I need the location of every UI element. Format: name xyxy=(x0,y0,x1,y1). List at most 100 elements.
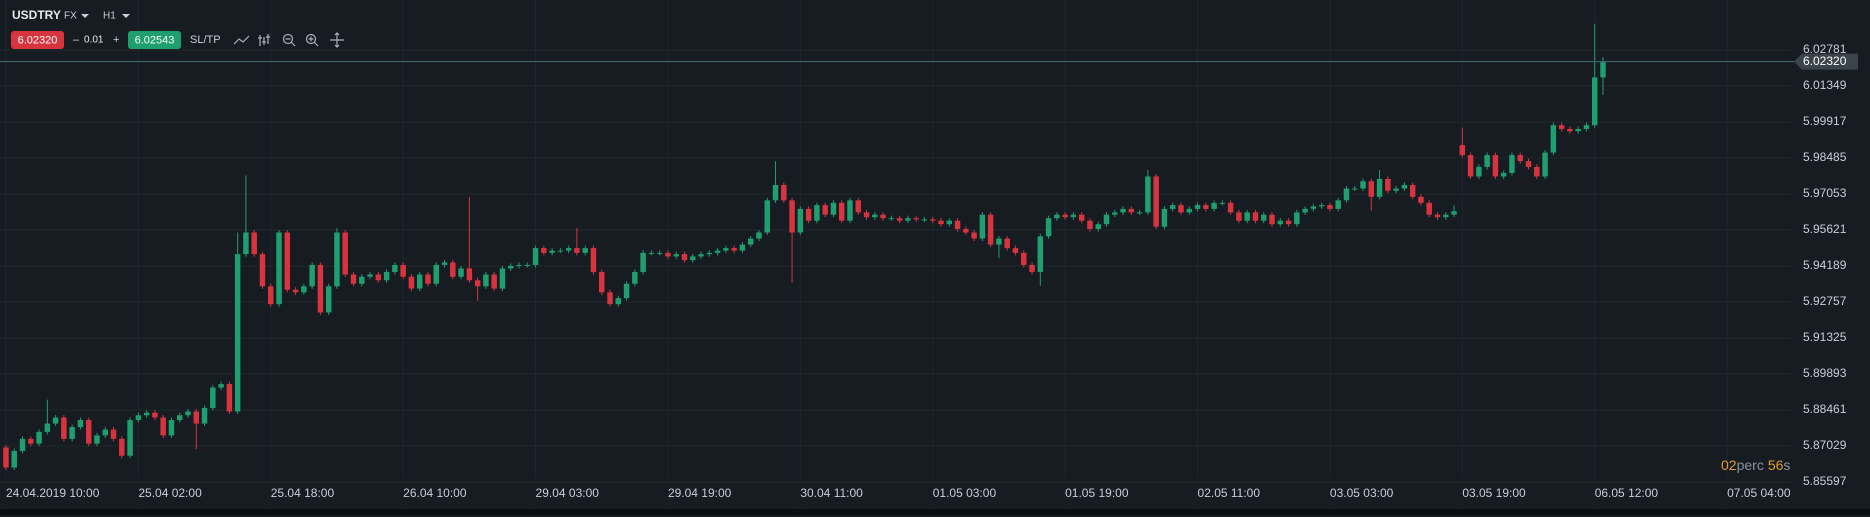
candle-body xyxy=(1385,178,1391,191)
candle-body xyxy=(234,254,241,412)
candle-icon[interactable] xyxy=(258,34,270,46)
candle-body xyxy=(334,232,340,287)
candle-body xyxy=(772,185,779,201)
candle-body xyxy=(1550,125,1557,153)
candle-body xyxy=(441,262,448,265)
candle-body xyxy=(226,384,233,412)
candle-body xyxy=(632,271,638,284)
ask-price[interactable]: 6.02543 xyxy=(135,34,175,46)
y-tick-label: 5.87029 xyxy=(1803,438,1847,452)
candle-body xyxy=(1087,220,1093,229)
crosshair-icon[interactable] xyxy=(330,32,344,48)
candle-body xyxy=(359,276,365,284)
zoom-out-icon[interactable] xyxy=(282,33,294,45)
timeframe[interactable]: H1 xyxy=(103,11,116,22)
lot-minus[interactable]: – xyxy=(73,34,80,46)
buy-button[interactable] xyxy=(128,31,181,49)
dropdown-arrow[interactable] xyxy=(122,14,130,18)
current-price-label: 6.02320 xyxy=(1803,54,1847,68)
candle-body xyxy=(1376,178,1383,197)
candle-body xyxy=(930,219,936,221)
candle-body xyxy=(574,248,580,253)
candle-body xyxy=(1186,208,1192,213)
x-tick-label: 24.04.2019 10:00 xyxy=(6,486,100,500)
candle-body xyxy=(1591,77,1598,126)
candle-body xyxy=(847,200,853,221)
candle-body xyxy=(822,205,828,215)
candle-body xyxy=(921,219,928,221)
candle-body xyxy=(1484,155,1490,167)
candle-body xyxy=(1343,188,1350,201)
x-tick-label: 25.04 02:00 xyxy=(138,486,202,500)
candle-body xyxy=(549,250,555,253)
candle-body xyxy=(1434,214,1441,218)
candle-body xyxy=(251,232,257,255)
market[interactable]: FX xyxy=(64,11,77,22)
x-tick-label: 01.05 03:00 xyxy=(933,486,997,500)
candle-body xyxy=(756,232,762,239)
candle-body xyxy=(590,248,597,272)
sl-tp[interactable]: SL/TP xyxy=(190,34,221,46)
candle-body xyxy=(623,283,630,299)
candle-body xyxy=(971,232,977,239)
candle-body xyxy=(160,417,166,436)
candle-body xyxy=(28,438,34,444)
candle-body xyxy=(1600,61,1606,78)
symbol[interactable]: USDTRY xyxy=(12,8,61,22)
sell-button[interactable] xyxy=(11,31,64,49)
candle-body xyxy=(135,415,142,421)
candle-body xyxy=(425,274,431,284)
candle-body xyxy=(127,420,133,456)
line-chart-icon[interactable] xyxy=(233,35,250,45)
timer-minutes: 02 xyxy=(1721,457,1737,473)
candle-body xyxy=(102,429,108,436)
candle-body xyxy=(383,271,390,281)
candle-body xyxy=(11,450,17,468)
candle-body xyxy=(582,248,588,253)
candle-body xyxy=(789,200,795,233)
candle-body xyxy=(507,265,514,269)
candle-body xyxy=(954,220,961,229)
candle-body xyxy=(185,411,191,416)
candle-body xyxy=(963,228,969,233)
y-tick-label: 6.01349 xyxy=(1803,78,1847,92)
candle-body xyxy=(731,248,737,251)
candle-body xyxy=(392,264,398,272)
candle-body xyxy=(1509,155,1515,173)
zoom-in-icon[interactable] xyxy=(305,33,317,45)
candle-body xyxy=(1054,214,1060,219)
lot-size[interactable]: 0.01 xyxy=(84,35,104,46)
y-tick-label: 5.99917 xyxy=(1803,114,1847,128)
candle-body xyxy=(152,412,158,418)
candle-body xyxy=(52,417,59,424)
candle-body xyxy=(1517,155,1523,162)
candle-body xyxy=(690,256,696,261)
candle-body xyxy=(706,252,713,255)
candle-body xyxy=(1443,214,1449,218)
candle-body xyxy=(1153,176,1159,227)
bid-price[interactable]: 6.02320 xyxy=(18,34,58,46)
candle-body xyxy=(1095,224,1101,229)
candle-body xyxy=(458,268,464,277)
candle-body xyxy=(1542,152,1548,177)
candle-body xyxy=(1583,125,1590,129)
candle-body xyxy=(913,218,919,220)
candle-body xyxy=(416,274,423,289)
candle-body xyxy=(69,427,75,439)
candle-body xyxy=(747,238,754,245)
lot-plus[interactable]: + xyxy=(113,34,119,46)
candle-body xyxy=(673,254,679,257)
x-tick-label: 07.05 04:00 xyxy=(1727,486,1791,500)
dropdown-arrow[interactable] xyxy=(81,14,89,18)
candle-body xyxy=(168,420,175,436)
candle-body xyxy=(565,248,572,251)
candle-body xyxy=(284,232,291,290)
candle-body xyxy=(1161,208,1168,227)
y-tick-label: 5.94189 xyxy=(1803,258,1847,272)
candle-body xyxy=(1310,206,1317,209)
candle-body xyxy=(483,274,489,287)
candle-body xyxy=(1194,205,1201,209)
candle-body xyxy=(1037,236,1044,272)
candle-body xyxy=(640,252,646,272)
